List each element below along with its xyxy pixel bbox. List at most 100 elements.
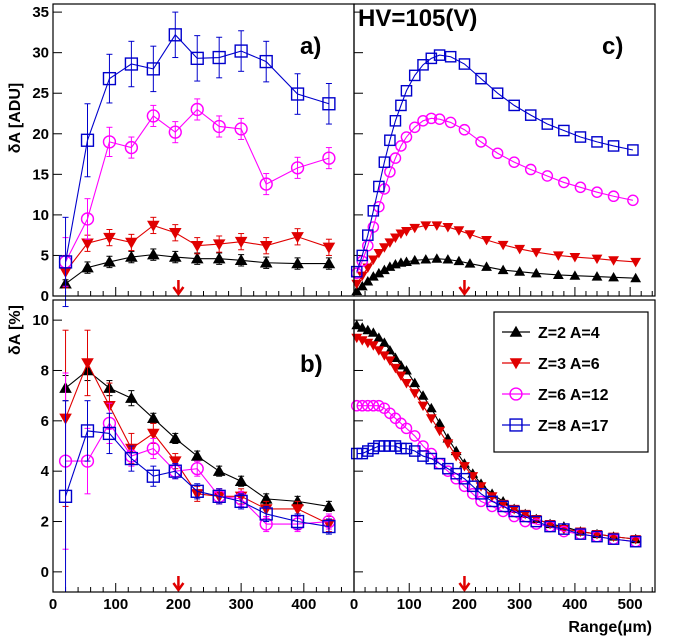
data-point — [384, 238, 396, 248]
data-point — [574, 131, 587, 143]
data-point — [591, 530, 603, 543]
data-point — [102, 135, 117, 149]
panel-tag-a: a) — [300, 33, 321, 60]
data-point — [373, 248, 385, 259]
data-point — [290, 514, 305, 529]
data-point — [591, 271, 603, 281]
data-point — [147, 428, 160, 440]
y-tick-label: 0 — [41, 564, 49, 581]
data-point — [481, 261, 492, 271]
data-point — [356, 249, 369, 262]
x-tick-label: 400 — [291, 596, 316, 613]
data-point — [408, 121, 421, 134]
data-point — [190, 240, 204, 253]
data-point — [466, 480, 479, 493]
data-point — [291, 257, 304, 269]
legend-item: Z=2 A=4 — [502, 325, 600, 342]
x-tick-label: 300 — [507, 596, 532, 613]
data-point — [147, 220, 160, 232]
data-point — [497, 240, 509, 251]
data-point — [459, 462, 470, 472]
y-axis-title-top: δA [ADU] — [7, 83, 24, 153]
data-point — [458, 480, 471, 493]
data-point — [591, 136, 603, 148]
series-line — [65, 361, 330, 525]
data-point — [168, 456, 182, 468]
data-point — [491, 87, 504, 100]
data-point — [362, 263, 374, 274]
y-tick-label: 15 — [32, 166, 49, 183]
data-point — [574, 181, 587, 194]
data-point — [234, 494, 248, 509]
data-point — [607, 190, 620, 203]
series-line — [65, 369, 330, 507]
data-point — [450, 452, 462, 462]
y-tick-label: 30 — [32, 45, 49, 62]
data-point — [212, 119, 226, 134]
y-tick-label: 0 — [41, 288, 49, 305]
legend-marker — [509, 387, 523, 401]
y-tick-label: 10 — [32, 312, 49, 329]
data-point — [378, 243, 390, 253]
data-point — [367, 271, 379, 281]
data-point — [102, 426, 117, 441]
data-point — [417, 390, 429, 400]
panel-b: 0 100 200 300 400 0 2 4 6 8 10 — [32, 299, 355, 613]
data-point — [168, 28, 182, 42]
data-point — [417, 115, 429, 127]
x-tick-label: 0 — [350, 596, 358, 613]
data-point — [481, 235, 492, 246]
data-point — [362, 399, 374, 412]
data-point — [58, 255, 73, 269]
data-point — [259, 256, 273, 268]
data-point — [475, 72, 487, 85]
data-point — [475, 488, 487, 500]
hv-label: HV=105(V) — [358, 5, 477, 32]
y-tick-label: 20 — [32, 126, 49, 143]
data-point — [627, 144, 639, 156]
data-point — [125, 237, 138, 249]
legend-marker — [509, 418, 523, 432]
data-point — [464, 230, 476, 240]
data-point — [530, 514, 542, 525]
data-point — [147, 248, 160, 260]
data-point — [190, 102, 204, 117]
data-point — [168, 432, 182, 444]
data-point — [259, 240, 273, 253]
data-point — [322, 97, 336, 111]
data-point — [541, 170, 554, 182]
data-point — [234, 122, 248, 136]
data-point — [453, 255, 465, 266]
series-z8 — [350, 440, 642, 548]
legend-marker — [509, 325, 523, 337]
x-tick-label: 100 — [103, 596, 128, 613]
series-line — [356, 117, 634, 274]
data-point — [425, 52, 438, 65]
data-point — [190, 252, 204, 264]
data-point — [378, 337, 390, 347]
panel-a: 0 5 10 15 20 25 30 35 — [32, 3, 355, 308]
data-point — [80, 424, 95, 438]
data-point — [356, 336, 368, 346]
data-point — [591, 254, 603, 265]
data-point — [190, 462, 204, 476]
y-tick-label: 4 — [41, 463, 50, 480]
arrow-head — [458, 286, 471, 297]
data-point — [409, 223, 421, 234]
data-point — [519, 509, 531, 520]
data-point — [212, 489, 226, 503]
data-point — [373, 332, 385, 342]
series-z8 — [58, 400, 336, 593]
data-point — [420, 221, 432, 231]
series-z8 — [58, 11, 336, 308]
data-point — [350, 265, 363, 278]
data-point — [81, 358, 94, 370]
legend-marker — [509, 358, 523, 370]
series-line — [65, 224, 330, 273]
data-point — [395, 99, 407, 112]
data-point — [356, 280, 368, 291]
series-line — [65, 422, 329, 525]
data-point — [552, 269, 564, 279]
data-point — [558, 176, 570, 189]
series-z6 — [58, 98, 336, 287]
